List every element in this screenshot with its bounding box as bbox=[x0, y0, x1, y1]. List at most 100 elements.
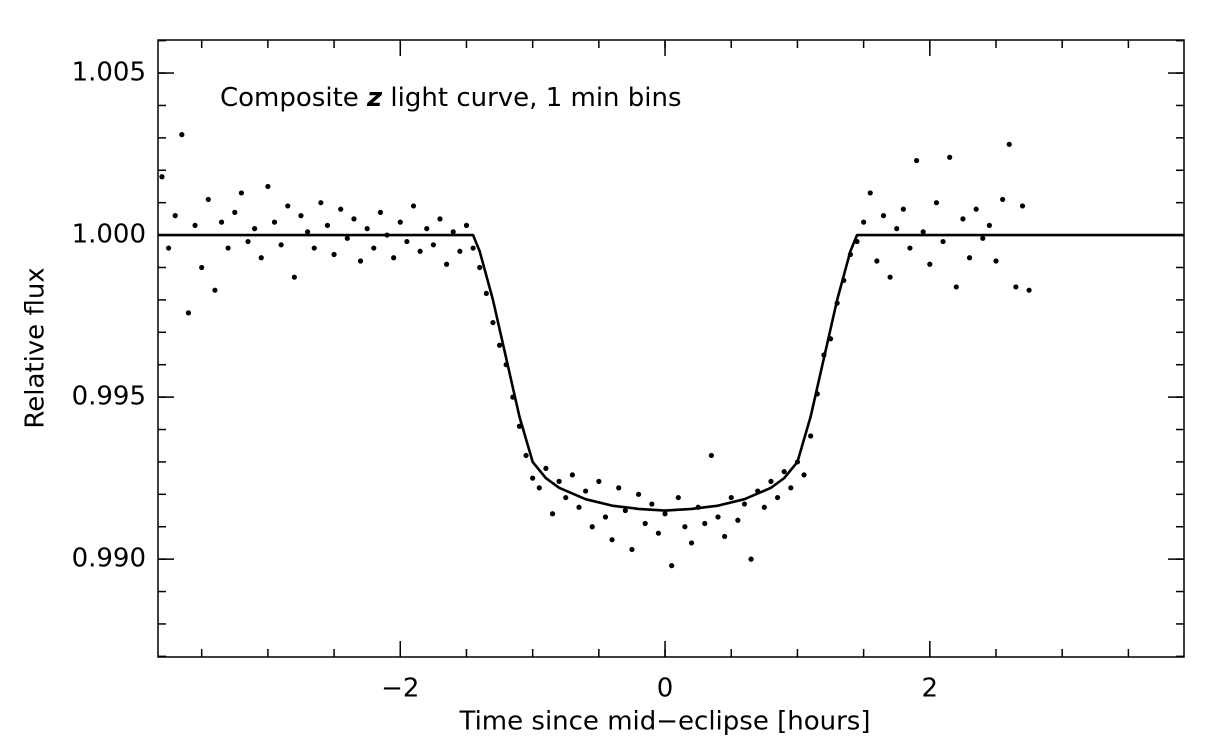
data-point bbox=[576, 504, 582, 510]
data-point bbox=[642, 520, 648, 527]
data-point bbox=[331, 251, 337, 258]
data-point bbox=[900, 206, 906, 212]
data-point bbox=[252, 225, 258, 232]
data-point bbox=[238, 190, 245, 196]
data-point bbox=[702, 520, 708, 527]
data-point bbox=[437, 216, 443, 222]
annotation-part: light curve, 1 min bins bbox=[382, 83, 681, 113]
data-point bbox=[913, 157, 920, 164]
data-point bbox=[722, 533, 728, 540]
data-point bbox=[159, 174, 165, 180]
data-point bbox=[351, 216, 357, 222]
data-point bbox=[364, 225, 370, 232]
data-point bbox=[602, 514, 609, 520]
data-point bbox=[311, 245, 317, 251]
data-point bbox=[377, 209, 384, 215]
data-point bbox=[463, 222, 470, 228]
x-tick-label: 0 bbox=[657, 674, 674, 704]
data-point bbox=[318, 200, 324, 206]
data-point bbox=[583, 488, 589, 494]
data-point bbox=[563, 494, 569, 501]
data-point bbox=[444, 261, 450, 267]
data-point bbox=[298, 213, 304, 219]
data-point bbox=[496, 342, 503, 348]
data-point bbox=[291, 274, 297, 280]
data-point bbox=[1019, 203, 1026, 209]
x-tick-label: 2 bbox=[922, 674, 939, 704]
annotation-part: z bbox=[366, 83, 383, 113]
data-point bbox=[271, 219, 278, 225]
data-point bbox=[569, 472, 575, 478]
y-tick-label: 0.995 bbox=[72, 382, 146, 412]
data-point bbox=[960, 216, 966, 222]
data-point bbox=[536, 485, 542, 491]
data-point bbox=[404, 238, 410, 245]
data-point bbox=[530, 475, 536, 481]
data-point bbox=[304, 229, 311, 235]
data-point bbox=[285, 203, 291, 209]
annotation-part: Composite bbox=[220, 83, 367, 113]
data-point bbox=[483, 290, 489, 297]
data-point bbox=[430, 242, 436, 248]
data-point bbox=[953, 284, 959, 290]
data-point bbox=[258, 255, 264, 261]
data-point bbox=[477, 264, 483, 271]
data-point bbox=[874, 258, 880, 264]
data-point bbox=[596, 478, 602, 484]
data-point bbox=[179, 132, 185, 138]
data-point bbox=[947, 154, 953, 160]
model-curve bbox=[158, 233, 1184, 512]
data-point bbox=[556, 478, 562, 484]
data-point bbox=[655, 530, 662, 536]
data-point bbox=[218, 219, 225, 225]
data-point bbox=[172, 213, 178, 219]
data-point bbox=[808, 433, 814, 439]
data-point bbox=[986, 222, 992, 228]
data-point bbox=[781, 469, 787, 475]
data-point bbox=[616, 485, 622, 491]
data-point bbox=[192, 222, 198, 228]
data-point bbox=[523, 452, 529, 459]
data-point bbox=[774, 494, 781, 501]
data-point bbox=[165, 245, 172, 251]
data-point bbox=[993, 258, 999, 264]
data-point bbox=[788, 485, 794, 491]
data-point bbox=[199, 264, 205, 271]
data-point bbox=[324, 222, 331, 228]
data-point bbox=[338, 206, 344, 212]
x-tick-label: −2 bbox=[381, 674, 419, 704]
data-point bbox=[278, 242, 284, 248]
data-point bbox=[894, 225, 900, 232]
data-point bbox=[768, 478, 774, 484]
data-point bbox=[245, 238, 251, 245]
data-point bbox=[735, 517, 741, 523]
data-point bbox=[225, 245, 231, 251]
data-point bbox=[741, 501, 748, 507]
data-point bbox=[867, 190, 873, 196]
data-point bbox=[1000, 196, 1006, 203]
data-point bbox=[232, 209, 238, 215]
data-point bbox=[410, 203, 417, 209]
x-axis-title: Time since mid−eclipse [hours] bbox=[459, 707, 871, 737]
data-point bbox=[609, 537, 615, 543]
data-point bbox=[907, 245, 913, 251]
data-point bbox=[669, 563, 675, 569]
data-point bbox=[450, 229, 456, 235]
data-point bbox=[589, 524, 595, 530]
data-point bbox=[940, 238, 946, 245]
data-point bbox=[344, 235, 350, 241]
annotation: Composite z light curve, 1 min bins bbox=[220, 83, 682, 113]
data-point bbox=[887, 274, 893, 280]
data-point bbox=[635, 491, 642, 497]
data-point bbox=[728, 494, 734, 501]
data-point bbox=[397, 219, 403, 225]
data-point bbox=[371, 245, 377, 251]
y-axis-title: Relative flux bbox=[21, 267, 51, 428]
data-point bbox=[748, 556, 754, 562]
y-tick-label: 0.990 bbox=[72, 544, 146, 574]
data-point bbox=[265, 183, 271, 190]
data-point bbox=[966, 255, 973, 261]
